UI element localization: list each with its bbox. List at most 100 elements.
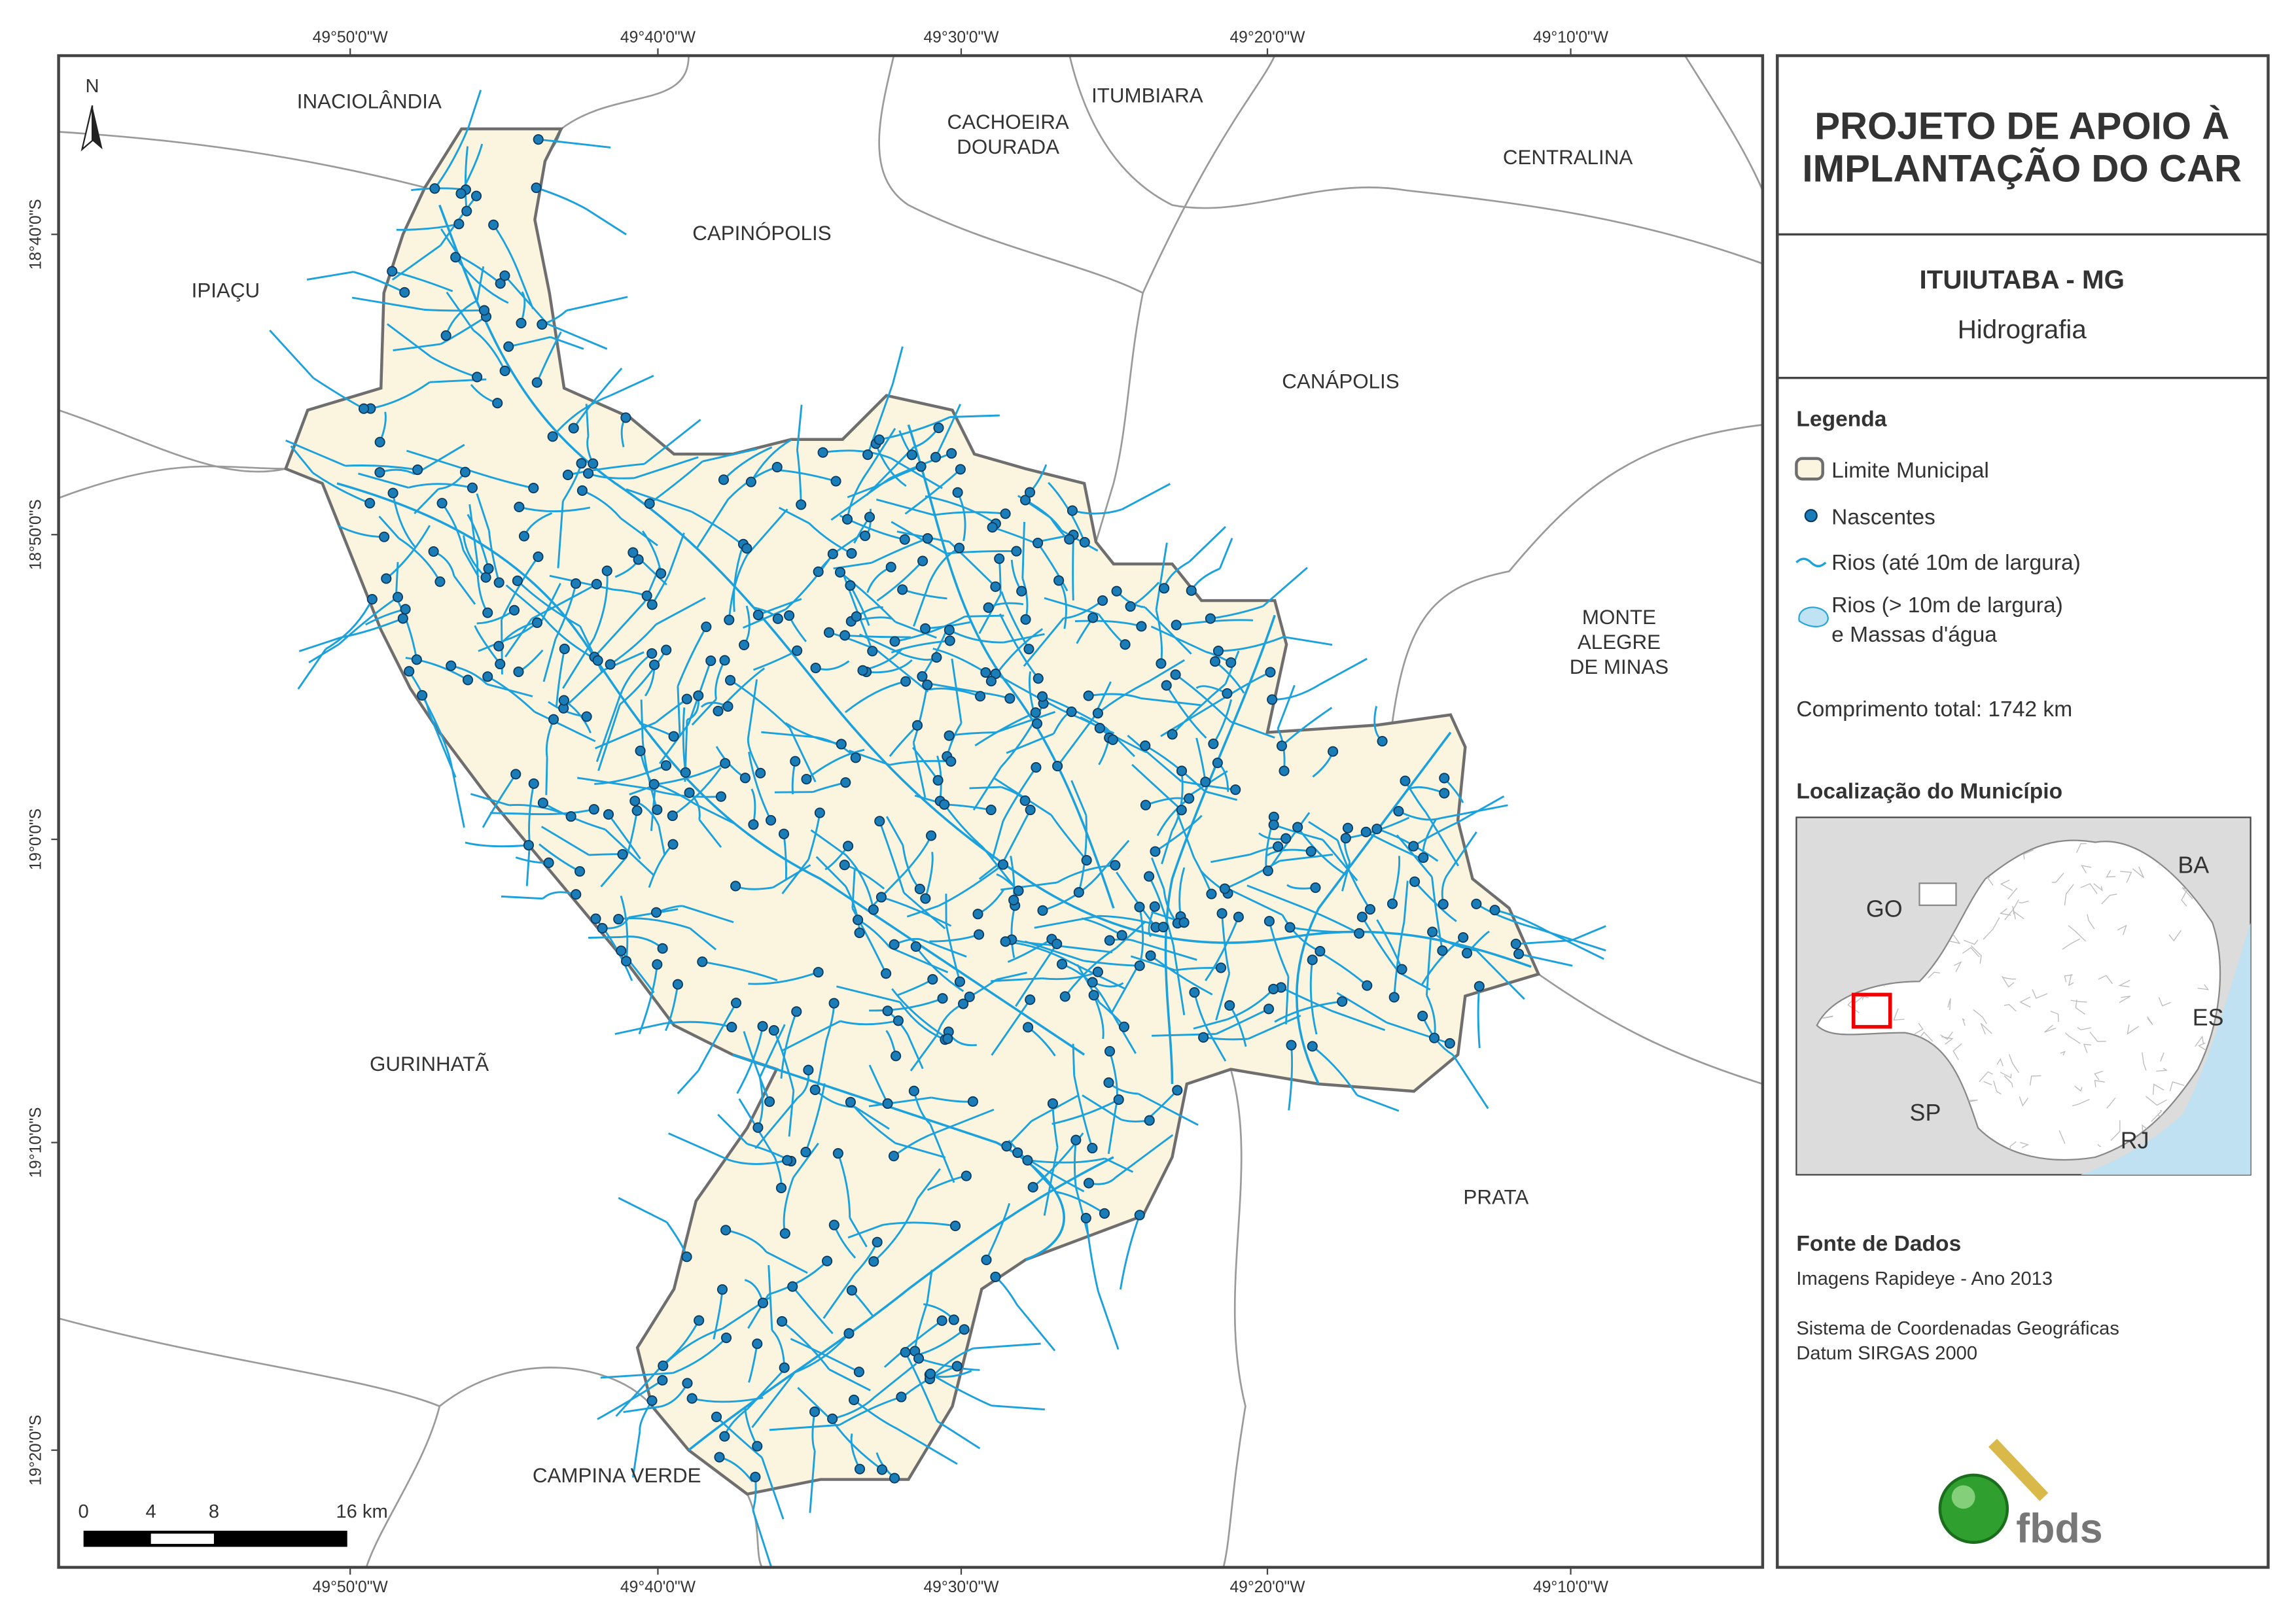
- spring: [836, 739, 847, 750]
- spring: [778, 828, 790, 839]
- coordinate-label: 49°40'0"W: [620, 1579, 696, 1596]
- inset-line: [2117, 924, 2127, 935]
- river: [837, 1153, 851, 1218]
- river: [618, 917, 690, 930]
- inset-line: [1949, 932, 1961, 945]
- coordinate-label: 49°20'0"W: [1229, 1579, 1305, 1596]
- river: [1121, 483, 1171, 511]
- spring: [757, 1021, 768, 1032]
- river: [1393, 922, 1405, 998]
- inset-line: [2051, 873, 2064, 883]
- spring: [1393, 805, 1404, 817]
- river: [434, 127, 470, 190]
- spring: [1008, 894, 1019, 906]
- spring: [616, 945, 627, 956]
- coordinate-label: 19°10'0"S: [27, 1107, 45, 1178]
- spring: [620, 412, 631, 423]
- river: [1105, 727, 1135, 758]
- river: [595, 700, 620, 762]
- river: [761, 731, 816, 739]
- spring: [591, 578, 602, 590]
- river: [882, 1221, 956, 1227]
- inset-line: [2019, 996, 2031, 1008]
- inset-line: [1962, 1018, 1966, 1026]
- municipality: ITUIUTABA - MG: [1920, 265, 2125, 294]
- spring: [590, 913, 601, 924]
- river: [626, 488, 692, 513]
- river: [534, 710, 596, 742]
- spring: [503, 341, 514, 352]
- inset-line: [2094, 1070, 2103, 1081]
- spring: [882, 1005, 893, 1017]
- spring: [1461, 947, 1473, 959]
- river: [912, 742, 927, 798]
- river: [899, 1001, 945, 1041]
- spring: [720, 1225, 732, 1236]
- river: [974, 712, 1036, 746]
- spring: [1409, 876, 1421, 887]
- river: [1218, 538, 1233, 569]
- inset-line: [2068, 925, 2087, 942]
- river: [677, 626, 707, 687]
- spring: [1474, 981, 1485, 992]
- boundary: [1142, 56, 1276, 294]
- spring: [581, 711, 592, 722]
- spring: [366, 593, 378, 605]
- inset-line: [1999, 908, 2011, 916]
- spring: [813, 967, 824, 978]
- spring: [987, 522, 998, 533]
- spring: [791, 1006, 802, 1017]
- river: [549, 574, 614, 591]
- spring: [845, 580, 856, 591]
- boundary: [58, 131, 425, 188]
- spring: [1097, 595, 1108, 606]
- river: [546, 323, 608, 350]
- boundary: [1069, 56, 1763, 265]
- spring: [483, 563, 494, 574]
- spring: [1205, 613, 1216, 624]
- spring: [853, 915, 864, 926]
- spring: [621, 956, 632, 967]
- spring: [1307, 954, 1318, 966]
- river: [978, 593, 1002, 635]
- spring: [649, 659, 660, 671]
- spring: [1019, 795, 1031, 806]
- spring: [944, 635, 955, 646]
- spring: [845, 1096, 856, 1108]
- inset-line: [1954, 961, 1962, 973]
- spring: [1037, 905, 1048, 916]
- inset-line: [2064, 884, 2074, 906]
- spring: [705, 655, 716, 667]
- spring: [766, 814, 777, 826]
- river: [1175, 966, 1222, 971]
- river: [922, 939, 967, 958]
- spring: [1356, 911, 1368, 922]
- inset-line: [2044, 1024, 2057, 1033]
- inset-line: [2004, 1003, 2017, 1012]
- spring: [920, 893, 931, 904]
- river: [470, 793, 510, 807]
- spring: [891, 1051, 902, 1062]
- river: [768, 1260, 828, 1296]
- spring: [951, 1361, 963, 1372]
- river: [673, 1337, 728, 1374]
- river: [600, 1372, 673, 1379]
- place-label: DOURADA: [957, 135, 1059, 158]
- spring: [1371, 824, 1383, 835]
- inset-line: [2002, 977, 2017, 980]
- river: [836, 985, 900, 1003]
- spring: [882, 1098, 893, 1109]
- inset-line: [2074, 1085, 2083, 1092]
- inset-line: [1993, 1080, 2002, 1095]
- river: [677, 686, 681, 735]
- river: [844, 680, 906, 714]
- spring: [513, 666, 524, 677]
- river: [839, 1019, 899, 1026]
- spring: [516, 317, 527, 329]
- river: [873, 1198, 919, 1263]
- spring: [1337, 996, 1348, 1007]
- boundary: [560, 56, 690, 130]
- spring: [715, 791, 727, 802]
- spring: [1012, 1147, 1023, 1159]
- river: [1176, 619, 1254, 626]
